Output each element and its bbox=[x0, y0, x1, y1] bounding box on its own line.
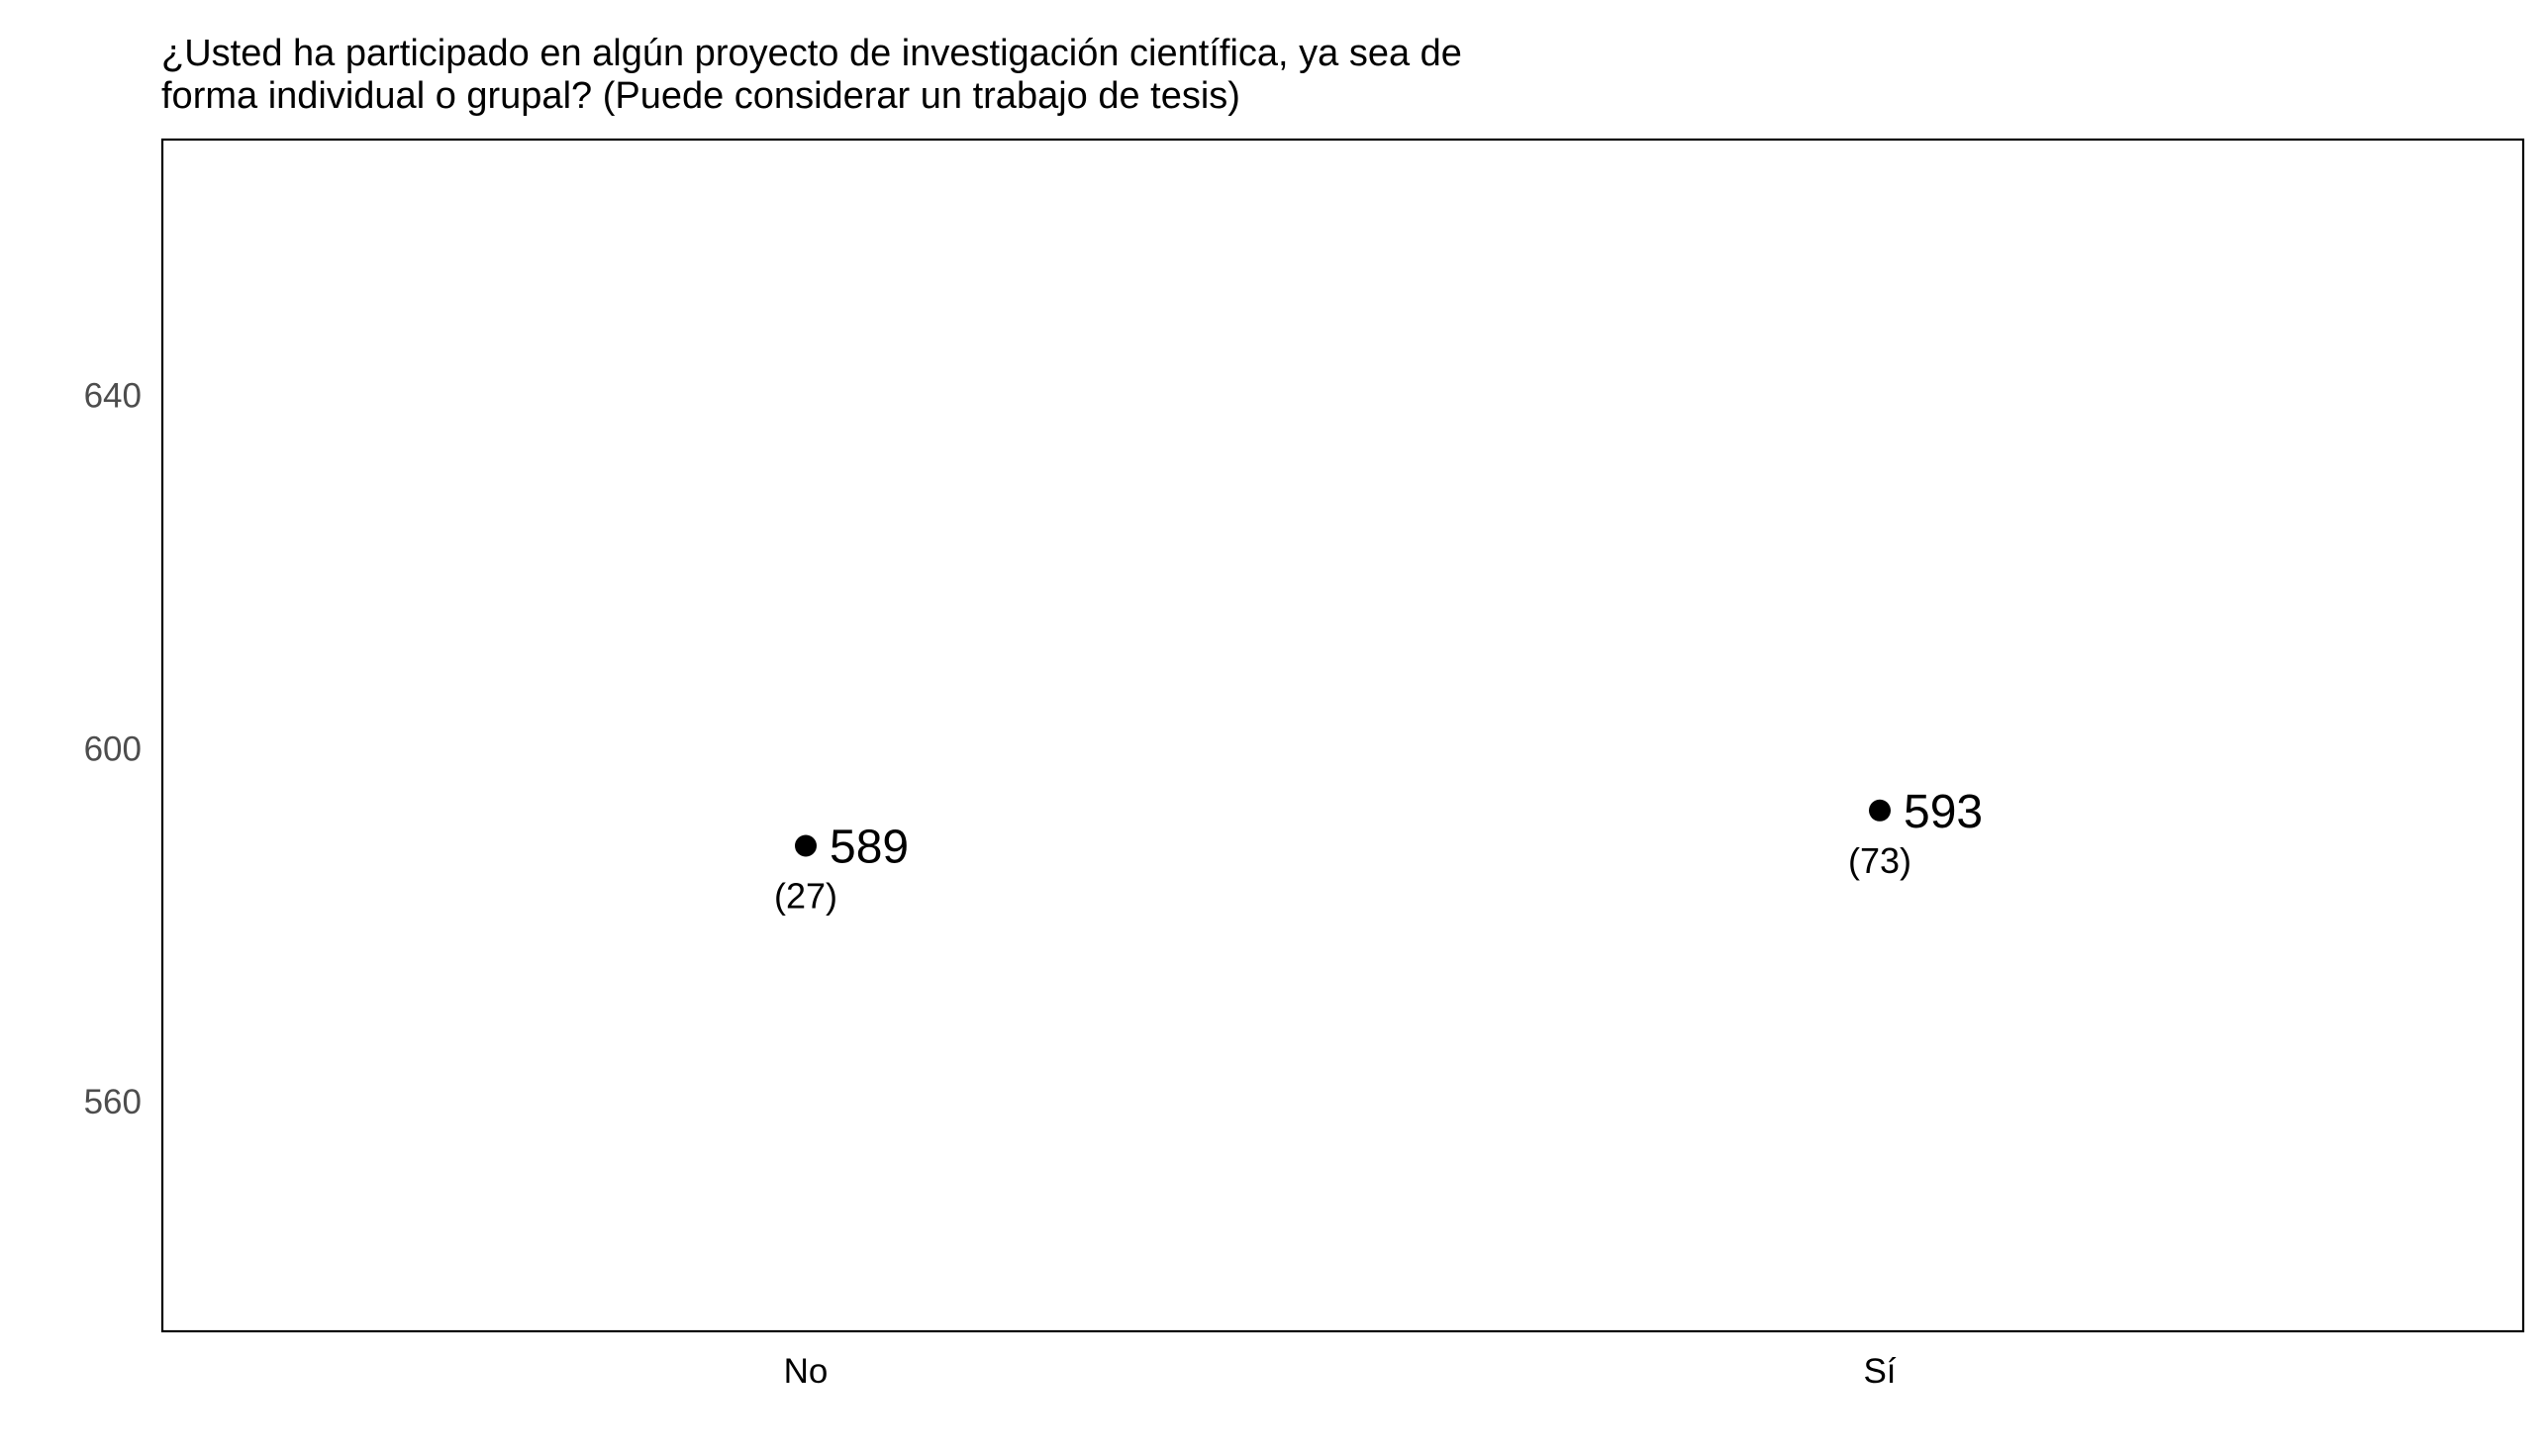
y-tick-label: 560 bbox=[84, 1083, 142, 1121]
data-point-no bbox=[795, 834, 817, 857]
chart-title-line-2: forma individual o grupal? (Puede consid… bbox=[161, 75, 1240, 117]
y-tick-label: 600 bbox=[84, 729, 142, 768]
chart-title-line-1: ¿Usted ha participado en algún proyecto … bbox=[161, 33, 1462, 74]
data-value-label: 589 bbox=[830, 821, 909, 873]
data-count-label: (73) bbox=[1848, 840, 1911, 881]
data-count-label: (27) bbox=[774, 875, 837, 916]
x-axis-ticks: No Sí bbox=[784, 1352, 1897, 1391]
y-axis-ticks: 560 600 640 bbox=[84, 377, 142, 1121]
x-tick-label: Sí bbox=[1863, 1352, 1896, 1391]
data-value-label: 593 bbox=[1904, 786, 1983, 838]
data-point-si bbox=[1869, 799, 1891, 822]
plot-panel-border bbox=[160, 138, 2525, 1333]
data-points: 589(27) 593(73) bbox=[774, 786, 1983, 917]
y-tick-label: 640 bbox=[84, 377, 142, 416]
x-tick-label: No bbox=[784, 1352, 829, 1391]
